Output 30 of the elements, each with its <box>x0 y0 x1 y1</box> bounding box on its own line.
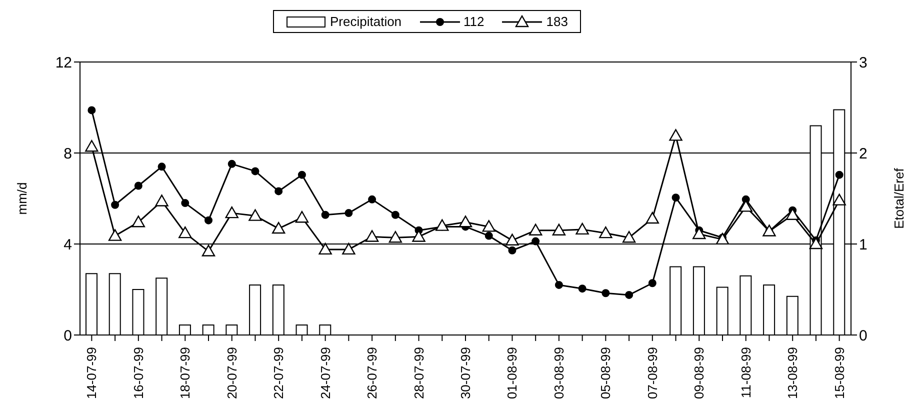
x-tick-label: 18-07-99 <box>178 347 193 400</box>
y-tick-label: 4 <box>64 236 72 254</box>
y-tick-label: 0 <box>64 327 72 344</box>
x-tick-label: 24-07-99 <box>318 347 333 400</box>
x-tick-label: 20-07-99 <box>224 347 240 400</box>
x-tick-label: 15-08-99 <box>832 347 847 400</box>
y-tick-label: 12 <box>55 54 72 72</box>
y-axis-title: mm/d <box>14 182 30 215</box>
x-tick-label: 09-08-99 <box>692 347 707 400</box>
y2-tick-label: 2 <box>859 145 868 162</box>
legend-label: 183 <box>546 14 568 29</box>
x-tick-label: 11-08-99 <box>738 347 754 398</box>
y2-tick-label: 0 <box>859 327 868 344</box>
x-tick-label: 16-07-99 <box>130 347 146 400</box>
x-tick-label: 03-08-99 <box>551 347 566 400</box>
x-tick-label: 26-07-99 <box>364 347 380 400</box>
x-tick-label: 13-08-99 <box>785 347 800 400</box>
x-tick-label: 07-08-99 <box>644 347 660 400</box>
x-tick-label: 05-08-99 <box>598 347 614 400</box>
x-tick-label: 28-07-99 <box>411 347 426 400</box>
y2-tick-label: 1 <box>859 236 868 254</box>
legend-label: 112 <box>464 14 484 29</box>
y2-axis-title: Etotal/Eref <box>892 168 907 229</box>
x-tick-label: 30-07-99 <box>458 347 473 400</box>
y-tick-label: 8 <box>64 145 72 162</box>
legend-label: Precipitation <box>330 14 402 29</box>
y2-tick-label: 3 <box>859 54 868 72</box>
x-tick-label: 01-08-99 <box>504 347 520 400</box>
x-tick-label: 14-07-99 <box>84 347 100 400</box>
x-tick-label: 22-07-99 <box>271 347 286 400</box>
